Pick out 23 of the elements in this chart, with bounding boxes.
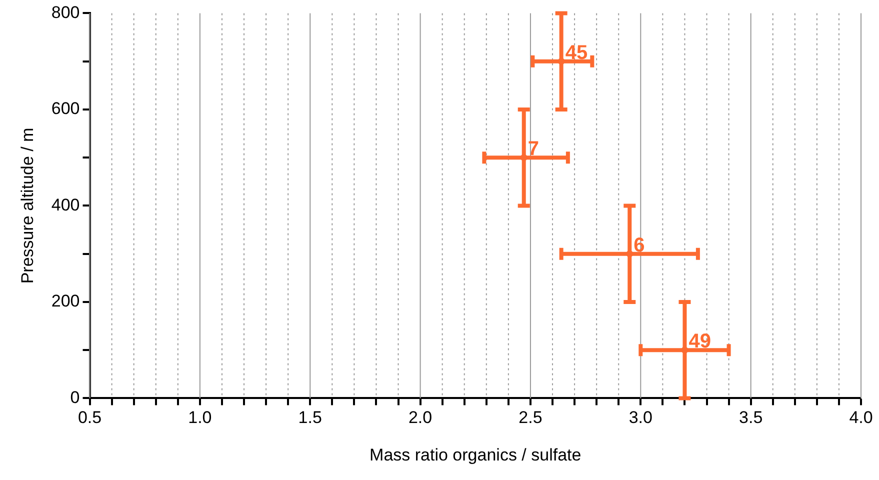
y-tick-label: 600 bbox=[51, 99, 80, 118]
point bbox=[558, 58, 565, 65]
x-tick-label: 3.5 bbox=[739, 408, 763, 428]
x-tick-label: 0.5 bbox=[78, 408, 102, 428]
x-tick-label: 1.5 bbox=[298, 408, 322, 428]
y-axis-title: Pressure altitude / m bbox=[18, 128, 37, 284]
annotation: 6 bbox=[634, 234, 645, 256]
annotation: 49 bbox=[688, 330, 711, 353]
annotation: 45 bbox=[565, 42, 588, 64]
y-tick-label: 200 bbox=[51, 292, 80, 311]
x-tick-label: 3.0 bbox=[628, 408, 652, 428]
y-tick-label: 800 bbox=[51, 2, 80, 22]
x-axis-title: Mass ratio organics / sulfate bbox=[370, 445, 582, 464]
x-tick-label: 1.0 bbox=[188, 408, 212, 428]
y-tick-label: 400 bbox=[51, 195, 80, 214]
x-tick-label: 2.5 bbox=[518, 408, 542, 428]
point bbox=[681, 346, 688, 354]
x-tick-label: 4.0 bbox=[849, 408, 873, 428]
point bbox=[626, 250, 634, 258]
annotation: 7 bbox=[528, 138, 539, 160]
y-tick-label: 0 bbox=[70, 388, 80, 407]
x-tick-label: 2.0 bbox=[408, 408, 432, 428]
point bbox=[520, 154, 528, 162]
